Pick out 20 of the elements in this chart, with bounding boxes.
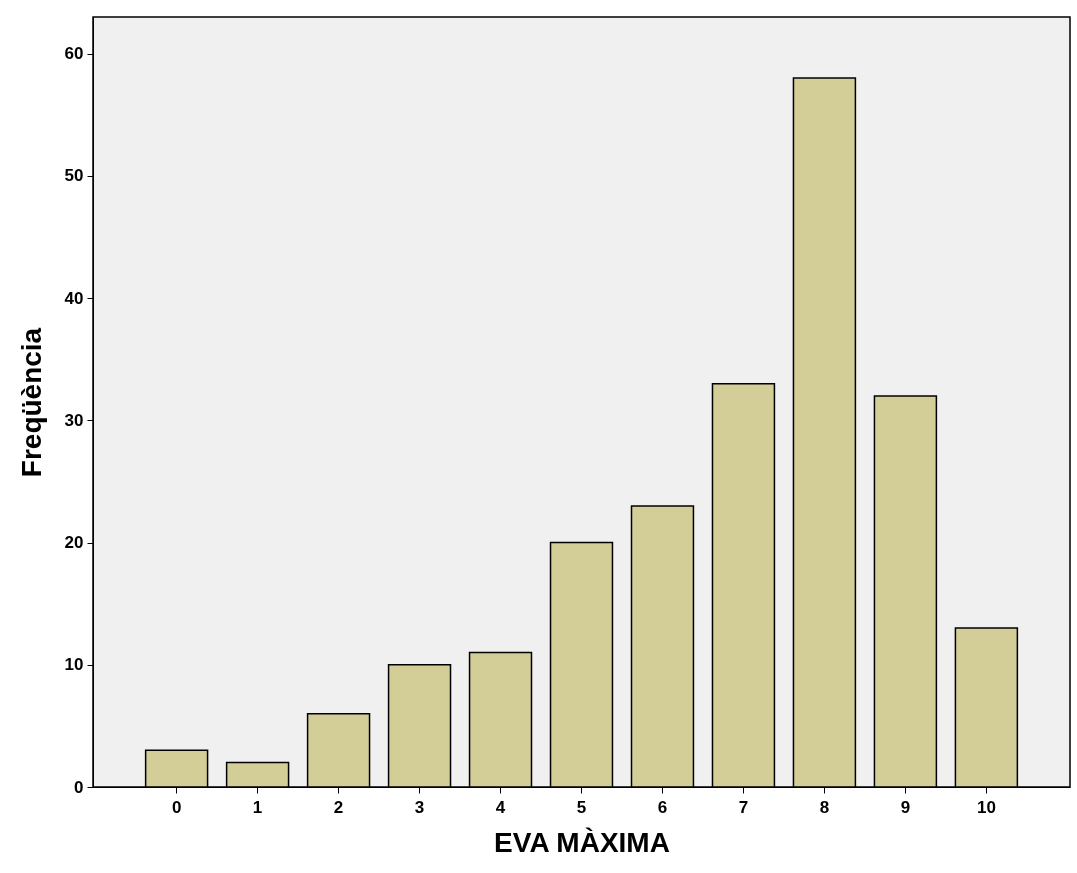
y-axis-title: Freqüència — [15, 327, 47, 478]
x-tick-label: 8 — [819, 797, 830, 817]
x-tick-label: 5 — [576, 797, 587, 817]
x-axis-title: EVA MÀXIMA — [494, 826, 670, 858]
x-tick-label: 6 — [657, 797, 668, 817]
x-tick-label: 7 — [738, 797, 749, 817]
y-tick-label: 50 — [64, 166, 84, 186]
y-tick-label: 40 — [64, 288, 84, 308]
x-tick-label: 1 — [252, 797, 263, 817]
x-tick-label: 10 — [976, 797, 996, 817]
y-tick-label: 10 — [64, 655, 84, 675]
y-tick-label: 30 — [64, 410, 84, 430]
y-tick-label: 0 — [74, 777, 84, 797]
x-tick-label: 9 — [900, 797, 911, 817]
x-tick-label: 3 — [414, 797, 425, 817]
y-tick-label: 60 — [64, 44, 84, 64]
x-tick-label: 4 — [495, 797, 506, 817]
y-tick-label: 20 — [64, 533, 84, 553]
x-tick-label: 2 — [333, 797, 344, 817]
x-tick-label: 0 — [171, 797, 182, 817]
